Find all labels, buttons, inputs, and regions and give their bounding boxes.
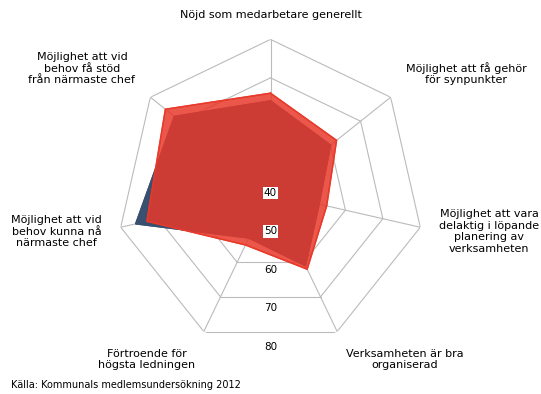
Text: Möjlighet att vid
behov kunna nå
närmaste chef: Möjlighet att vid behov kunna nå närmast… xyxy=(11,215,102,248)
Text: 40: 40 xyxy=(264,188,277,198)
Text: 50: 50 xyxy=(264,227,277,236)
Text: Källa: Kommunals medlemsundersökning 2012: Källa: Kommunals medlemsundersökning 201… xyxy=(11,380,241,390)
Text: 70: 70 xyxy=(264,303,277,313)
Polygon shape xyxy=(136,101,331,266)
Text: Nöjd som medarbetare generellt: Nöjd som medarbetare generellt xyxy=(180,10,361,20)
Text: Möjlighet att vid
behov få stöd
från närmaste chef: Möjlighet att vid behov få stöd från när… xyxy=(29,52,135,85)
Polygon shape xyxy=(147,93,337,269)
Text: Möjlighet att få gehör
för synpunkter: Möjlighet att få gehör för synpunkter xyxy=(406,62,526,85)
Text: Förtroende för
högsta ledningen: Förtroende för högsta ledningen xyxy=(98,349,195,370)
Text: Verksamheten är bra
organiserad: Verksamheten är bra organiserad xyxy=(346,349,463,370)
Text: 60: 60 xyxy=(264,265,277,275)
Text: Möjlighet att vara
delaktig i löpande
planering av
verksamheten: Möjlighet att vara delaktig i löpande pl… xyxy=(439,209,539,254)
Text: 80: 80 xyxy=(264,342,277,352)
